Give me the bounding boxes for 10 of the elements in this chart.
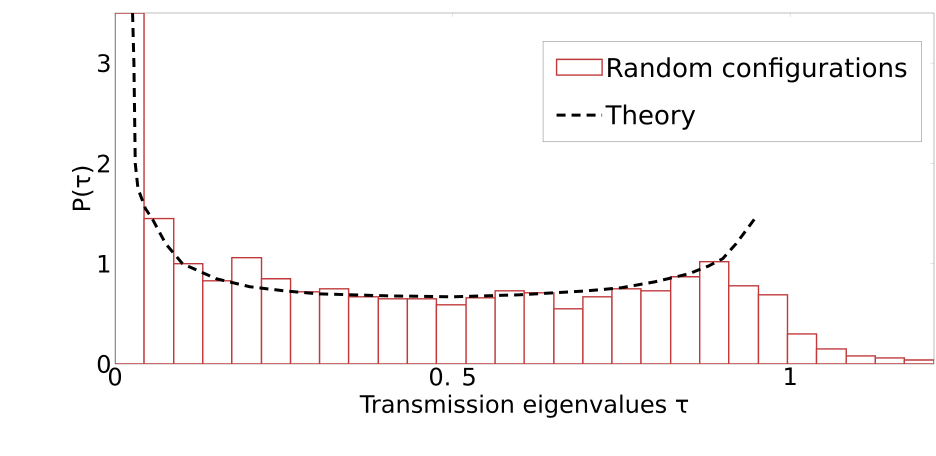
y-tick-label: 2 xyxy=(98,154,110,172)
x-axis-title: Transmission eigenvalues τ xyxy=(360,394,688,418)
legend-label: Theory xyxy=(606,104,696,130)
y-tick-label: 0 xyxy=(98,354,110,374)
y-tick-label: 1 xyxy=(98,254,110,272)
x-tick-label: 0. 5 xyxy=(430,368,475,386)
legend-label: Random configurations xyxy=(608,57,906,82)
y-axis-title: P(τ) xyxy=(72,166,94,210)
x-tick-label: 1 xyxy=(785,368,796,386)
y-tick-label: 3 xyxy=(98,54,110,72)
